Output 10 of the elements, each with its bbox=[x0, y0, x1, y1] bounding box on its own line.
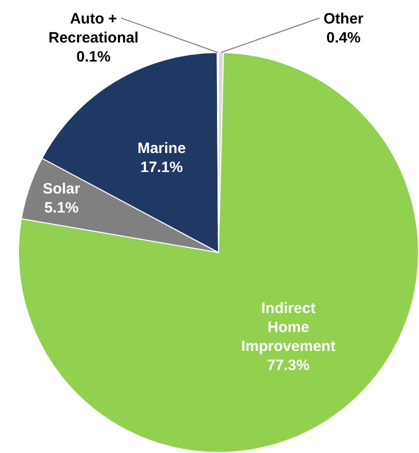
slice-label: Marine bbox=[137, 140, 186, 157]
data-label: 17.1% bbox=[140, 158, 183, 176]
data-label: 5.1% bbox=[44, 199, 79, 216]
data-label: 0.4% bbox=[326, 30, 361, 47]
data-label: 77.3% bbox=[267, 357, 310, 374]
slice-label: Indirect Home Improvement bbox=[241, 300, 336, 356]
slice-label: Auto + Recreational bbox=[48, 10, 139, 47]
slice-label: Solar bbox=[42, 180, 80, 198]
slice-label: Other bbox=[323, 10, 364, 28]
data-label: 0.1% bbox=[76, 48, 111, 66]
